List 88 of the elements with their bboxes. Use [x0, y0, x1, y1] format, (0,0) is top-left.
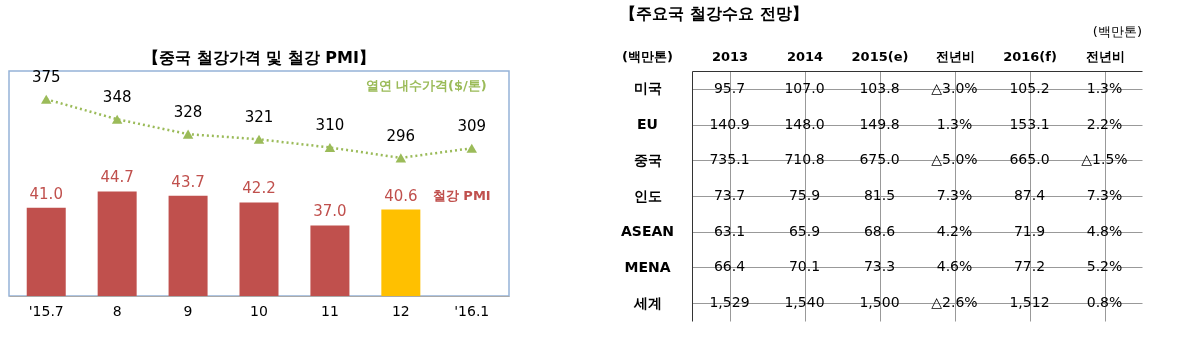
text: (백만톤): [1092, 24, 1142, 39]
text: 4.8%: [1086, 222, 1123, 239]
text: 7.3%: [1086, 187, 1123, 203]
text: 75.9: [788, 187, 821, 203]
text: 103.8: [859, 79, 900, 96]
text: 73.7: [713, 187, 746, 203]
chart-title: 【중국 철강가격 및 철강 PMI】: [143, 48, 375, 68]
text: 735.1: [709, 151, 750, 168]
text: 148.0: [784, 115, 825, 132]
text: 710.8: [784, 151, 825, 168]
text: △3.0%: [931, 79, 978, 96]
text: 675.0: [859, 151, 900, 168]
text: 95.7: [713, 79, 746, 96]
text: 2.2%: [1086, 115, 1123, 132]
text: 63.1: [713, 222, 746, 239]
category-label: MENA: [624, 258, 671, 275]
point: [182, 129, 194, 139]
text: 73.3: [863, 258, 896, 275]
text: 81.5: [863, 187, 896, 203]
text: 107.0: [784, 79, 825, 96]
text: 5.2%: [1086, 258, 1123, 275]
x-tick-label: '15.7: [28, 302, 64, 319]
text: 4.2%: [936, 222, 973, 239]
text: 1,512: [1009, 294, 1050, 311]
data-label: 321: [244, 108, 274, 127]
x-tick-label: 8: [112, 302, 122, 319]
text: △1.5%: [1081, 151, 1128, 168]
data-label: 375: [31, 68, 61, 87]
data-label: 328: [173, 103, 203, 122]
text: 665.0: [1009, 151, 1050, 168]
category-label: ASEAN: [620, 223, 675, 240]
text: 66.4: [713, 258, 746, 275]
category-label: 전년비: [1085, 48, 1125, 64]
data-label: 44.7: [100, 168, 134, 187]
category-label: 2014: [786, 48, 824, 64]
point: [466, 143, 478, 153]
point: [324, 142, 336, 153]
text: 105.2: [1009, 79, 1050, 96]
category-label: 전년비: [935, 48, 975, 64]
category-label: 2015(e): [851, 48, 909, 64]
text: 68.6: [863, 222, 896, 239]
x-tick-label: 9: [183, 302, 193, 319]
text: 7.3%: [936, 187, 973, 203]
text: 1,500: [859, 294, 900, 311]
text: 71.9: [1013, 222, 1046, 239]
text: 열연 내수가격($/톤): [365, 78, 487, 94]
text: 1.3%: [936, 115, 973, 132]
data-label: 43.7: [171, 172, 205, 191]
point: [395, 153, 407, 163]
category-label: 세계: [633, 294, 662, 311]
data-label: 41.0: [29, 184, 63, 203]
category-label: 중국: [633, 151, 662, 168]
text: 4.6%: [936, 258, 973, 275]
text: 153.1: [1009, 115, 1050, 132]
text: 65.9: [788, 222, 821, 239]
text: 0.8%: [1086, 294, 1123, 311]
text: 1,540: [784, 294, 825, 311]
point: [253, 134, 265, 144]
category-label: 2016(f): [1003, 48, 1057, 64]
series-label: 철강 PMI: [432, 187, 491, 203]
data-label: 40.6: [384, 186, 418, 205]
category-label: EU: [637, 116, 658, 133]
x-tick-label: 12: [391, 302, 410, 319]
text: △2.6%: [931, 294, 978, 311]
data-label: 348: [102, 88, 132, 107]
text: △5.0%: [931, 151, 978, 168]
text: 140.9: [709, 115, 750, 132]
x-tick-label: 10: [250, 302, 268, 319]
data-label: 296: [386, 126, 416, 145]
category-label: 미국: [633, 80, 662, 97]
text: (백만톤): [622, 48, 673, 64]
data-label: 309: [457, 117, 487, 136]
text: 77.2: [1013, 258, 1046, 275]
text: 70.1: [788, 258, 821, 275]
x-tick-label: 11: [321, 302, 339, 319]
category-label: 2013: [711, 48, 749, 64]
text: 87.4: [1013, 187, 1046, 203]
point: [40, 94, 52, 104]
category-label: 인도: [633, 187, 662, 204]
data-label: 310: [315, 116, 345, 135]
data-label: 42.2: [242, 179, 276, 198]
data-label: 37.0: [313, 202, 347, 221]
text: 1.3%: [1086, 79, 1123, 96]
text: 149.8: [859, 115, 900, 132]
text: 【주요국 철강수요 전망】: [620, 4, 808, 23]
point: [111, 114, 123, 124]
text: 1,529: [709, 294, 750, 311]
x-tick-label: '16.1: [454, 302, 490, 319]
